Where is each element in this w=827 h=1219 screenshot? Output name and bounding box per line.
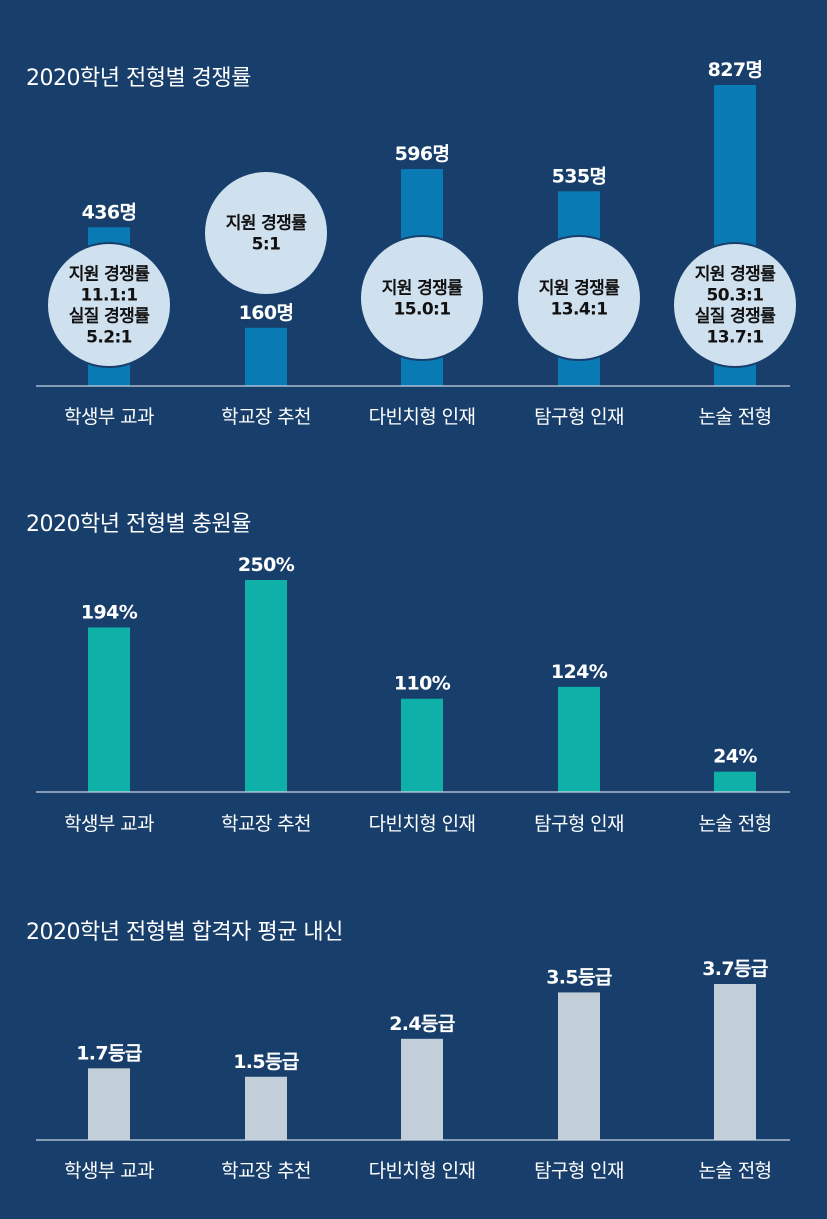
bar-1 xyxy=(88,1068,130,1140)
ratio-bubble-circle xyxy=(359,235,485,361)
ratio-bubble-text: 지원 경쟁률 xyxy=(382,279,463,299)
category-label-3: 다빈치형 인재 xyxy=(369,406,476,428)
data-label-2: 250% xyxy=(238,554,295,576)
competition-rate-title: 2020학년 전형별 경쟁률 xyxy=(26,66,251,91)
ratio-bubble-text: 13.4:1 xyxy=(551,300,608,320)
category-label-5: 논술 전형 xyxy=(699,813,772,835)
category-label-1: 학생부 교과 xyxy=(64,1160,154,1182)
data-label-1: 1.7등급 xyxy=(76,1042,142,1064)
data-label-5: 3.7등급 xyxy=(702,958,768,980)
category-label-4: 탐구형 인재 xyxy=(534,406,624,428)
category-label-2: 학교장 추천 xyxy=(221,406,311,428)
ratio-bubble-text: 실질 경쟁률 xyxy=(695,306,776,327)
ratio-bubble-circle xyxy=(516,235,642,361)
bar-2 xyxy=(245,580,287,792)
data-label-3: 2.4등급 xyxy=(389,1013,455,1035)
category-label-2: 학교장 추천 xyxy=(221,813,311,835)
grade-average-title: 2020학년 전형별 합격자 평균 내신 xyxy=(26,920,343,945)
category-label-3: 다빈치형 인재 xyxy=(369,1160,476,1182)
category-label-4: 탐구형 인재 xyxy=(534,1160,624,1182)
category-label-1: 학생부 교과 xyxy=(64,813,154,835)
category-label-2: 학교장 추천 xyxy=(221,1160,311,1182)
data-label-2: 160명 xyxy=(239,302,294,324)
fill-rate-panel: 2020학년 전형별 충원율 194% 학생부 교과 250% 학교장 추천 110% 다… xyxy=(0,440,827,840)
ratio-bubble-circle xyxy=(46,242,172,368)
bar-1 xyxy=(88,627,130,792)
bar-3 xyxy=(401,698,443,792)
category-label-3: 다빈치형 인재 xyxy=(369,813,476,835)
bar-5 xyxy=(714,771,756,792)
data-label-4: 124% xyxy=(551,661,608,683)
ratio-bubble-text: 지원 경쟁률 xyxy=(69,265,150,285)
ratio-bubble-text: 5.2:1 xyxy=(86,328,132,348)
bar-3 xyxy=(401,1038,443,1140)
data-label-4: 3.5등급 xyxy=(546,966,612,988)
data-label-3: 596명 xyxy=(395,143,450,165)
ratio-bubble-text: 실질 경쟁률 xyxy=(69,306,150,327)
data-label-5: 24% xyxy=(713,746,757,768)
bar-4 xyxy=(558,992,600,1140)
ratio-bubble-text: 지원 경쟁률 xyxy=(226,214,307,234)
fill-rate-title: 2020학년 전형별 충원율 xyxy=(26,512,251,537)
ratio-bubble-text: 15.0:1 xyxy=(394,300,451,320)
bar-5 xyxy=(714,984,756,1140)
bar-4 xyxy=(558,686,600,792)
category-label-5: 논술 전형 xyxy=(699,406,772,428)
category-label-4: 탐구형 인재 xyxy=(534,813,624,835)
ratio-bubble-text: 5:1 xyxy=(252,235,281,255)
category-label-5: 논술 전형 xyxy=(699,1160,772,1182)
bar-2 xyxy=(245,1076,287,1140)
ratio-bubble-circle xyxy=(203,170,329,296)
data-label-2: 1.5등급 xyxy=(233,1051,299,1073)
bar-2 xyxy=(245,327,287,386)
data-label-5: 827명 xyxy=(708,59,763,81)
data-label-4: 535명 xyxy=(552,165,607,187)
category-label-1: 학생부 교과 xyxy=(64,406,154,428)
ratio-bubble-text: 지원 경쟁률 xyxy=(539,279,620,299)
data-label-1: 436명 xyxy=(82,201,137,223)
ratio-bubble-text: 11.1:1 xyxy=(81,286,138,306)
ratio-bubble-text: 50.3:1 xyxy=(707,286,764,306)
fill-rate-chart: 194% 학생부 교과 250% 학교장 추천 110% 다빈치형 인재 124% 탐구형 인… xyxy=(36,554,790,835)
data-label-3: 110% xyxy=(394,673,451,695)
ratio-bubble-text: 지원 경쟁률 xyxy=(695,265,776,285)
data-label-1: 194% xyxy=(81,601,138,623)
ratio-bubble-circle xyxy=(672,242,798,368)
ratio-bubble-text: 13.7:1 xyxy=(707,328,764,348)
